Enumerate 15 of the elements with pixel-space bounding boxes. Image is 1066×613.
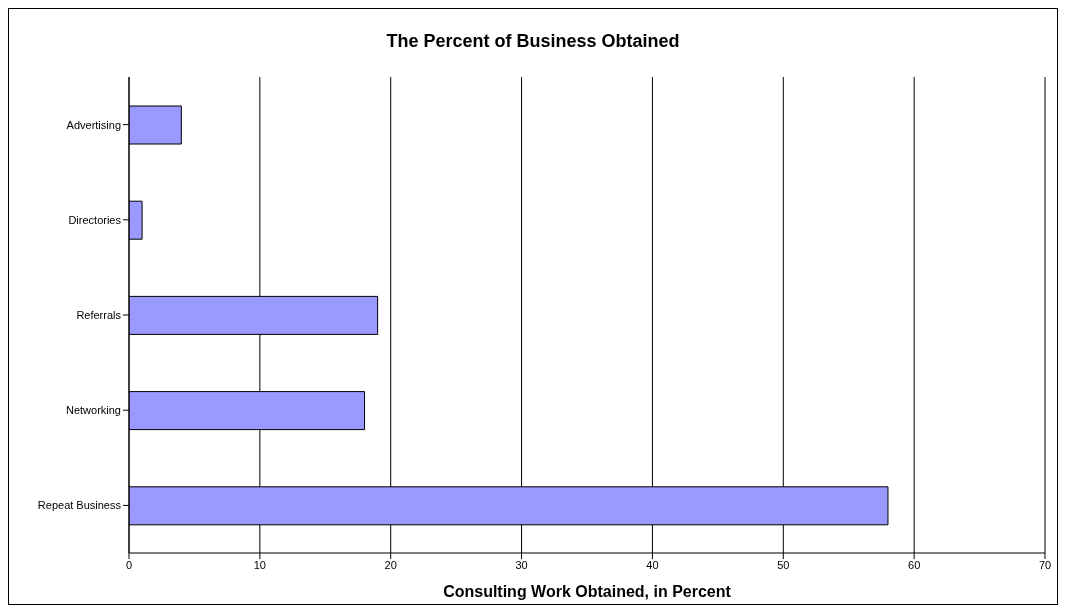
x-tick-label: 50 <box>777 558 790 571</box>
x-tick-label: 70 <box>1038 558 1052 571</box>
x-tick-label: 0 <box>125 558 133 571</box>
x-tick-label: 10 <box>253 558 266 571</box>
chart-title: The Percent of Business Obtained <box>385 30 681 53</box>
y-tick-label: Repeat Business <box>37 499 122 512</box>
y-tick-label: Advertising <box>66 118 121 131</box>
x-axis-title: Consulting Work Obtained, in Percent <box>443 583 732 600</box>
x-tick-label: 40 <box>646 558 659 571</box>
y-tick-label: Referrals <box>76 308 122 321</box>
x-tick-label: 60 <box>908 558 921 571</box>
y-tick-label: Directories <box>68 213 122 226</box>
x-tick-label: 20 <box>384 558 397 571</box>
x-tick-label: 30 <box>515 558 528 571</box>
y-tick-label: Networking <box>65 404 121 417</box>
